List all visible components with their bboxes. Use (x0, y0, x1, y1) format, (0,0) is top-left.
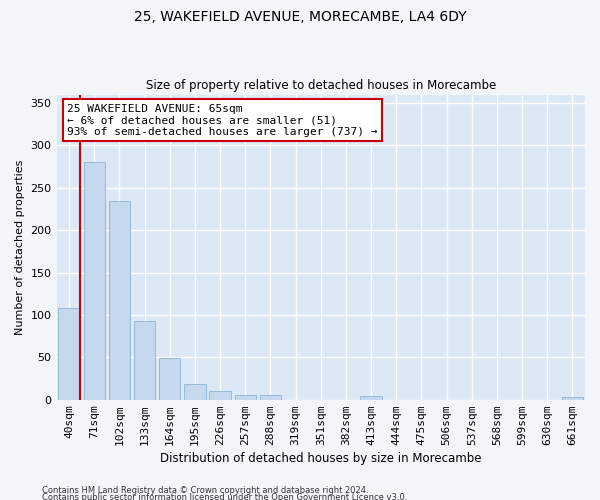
Y-axis label: Number of detached properties: Number of detached properties (15, 160, 25, 335)
Bar (209, 391, 231, 400)
Bar (83, 162, 105, 400)
Title: Size of property relative to detached houses in Morecambe: Size of property relative to detached ho… (146, 79, 496, 92)
Text: Contains public sector information licensed under the Open Government Licence v3: Contains public sector information licen… (42, 494, 407, 500)
Bar (134, 321, 155, 400)
Bar (109, 202, 130, 400)
Bar (184, 384, 206, 400)
Text: 25 WAKEFIELD AVENUE: 65sqm
← 6% of detached houses are smaller (51)
93% of semi-: 25 WAKEFIELD AVENUE: 65sqm ← 6% of detac… (67, 104, 377, 137)
Text: Contains HM Land Registry data © Crown copyright and database right 2024.: Contains HM Land Registry data © Crown c… (42, 486, 368, 495)
Bar (562, 397, 583, 400)
Bar (235, 396, 256, 400)
Text: 25, WAKEFIELD AVENUE, MORECAMBE, LA4 6DY: 25, WAKEFIELD AVENUE, MORECAMBE, LA4 6DY (134, 10, 466, 24)
Bar (58, 308, 80, 400)
Bar (159, 358, 181, 400)
Bar (361, 396, 382, 400)
X-axis label: Distribution of detached houses by size in Morecambe: Distribution of detached houses by size … (160, 452, 482, 465)
Bar (260, 396, 281, 400)
